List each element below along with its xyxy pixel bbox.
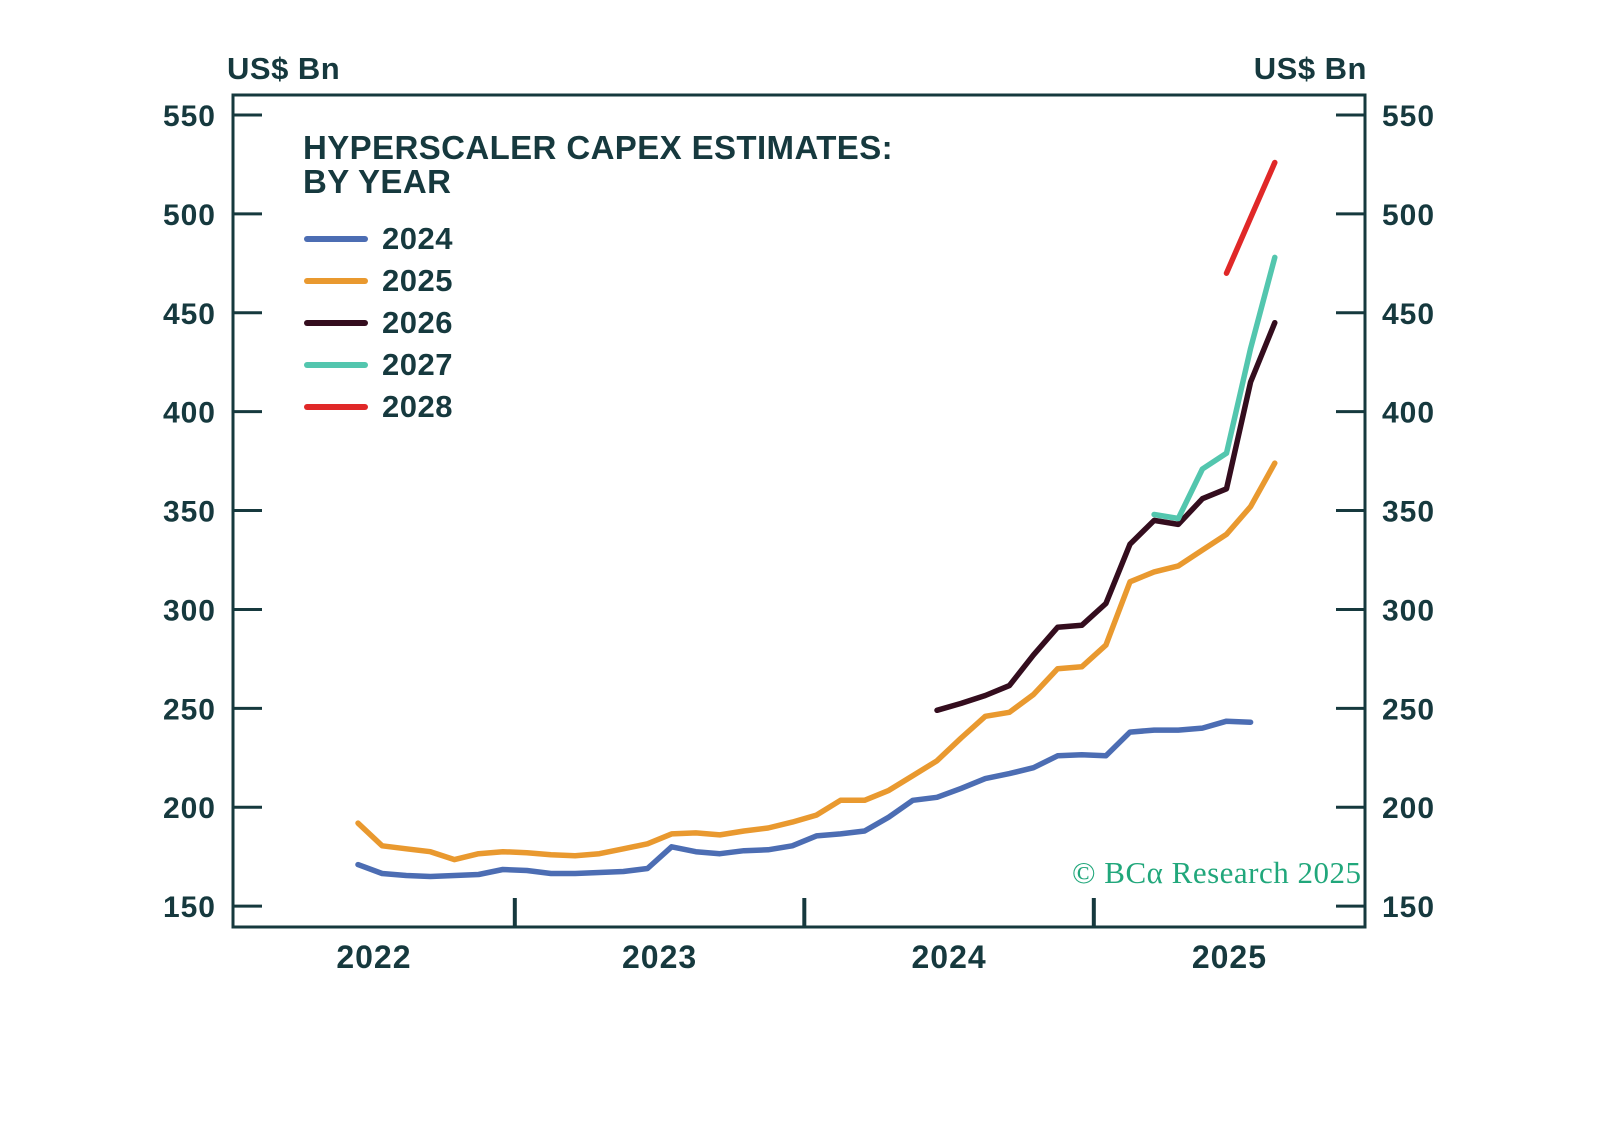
watermark-text: © BCα Research 2025 bbox=[1072, 855, 1362, 890]
legend-item-2026: 2026 bbox=[304, 302, 453, 344]
legend-label: 2025 bbox=[382, 263, 453, 298]
legend-item-2028: 2028 bbox=[304, 386, 453, 428]
legend-label: 2024 bbox=[382, 221, 453, 256]
y-tick-label-left: 500 bbox=[163, 199, 216, 232]
y-tick-label-left: 250 bbox=[163, 693, 216, 726]
legend: 2024 2025 2026 2027 2028 bbox=[304, 218, 453, 428]
y-tick-label-left: 400 bbox=[163, 397, 216, 430]
y-tick-label-left: 300 bbox=[163, 594, 216, 627]
series-line-2027 bbox=[1151, 254, 1278, 522]
legend-item-2025: 2025 bbox=[304, 260, 453, 302]
y-axis-unit-right: US$ Bn bbox=[1253, 51, 1367, 86]
y-tick-label-right: 400 bbox=[1382, 397, 1435, 430]
series-line-2026 bbox=[934, 319, 1278, 714]
y-tick-label-left: 550 bbox=[163, 100, 216, 133]
chart-title-line1: HYPERSCALER CAPEX ESTIMATES: bbox=[303, 129, 893, 166]
series-line-2024 bbox=[355, 718, 1254, 880]
chart-title-line2: BY YEAR bbox=[303, 163, 452, 200]
x-tick-label-2024: 2024 bbox=[911, 939, 986, 975]
y-axis-unit-left: US$ Bn bbox=[227, 51, 341, 86]
y-tick-label-right: 450 bbox=[1382, 298, 1435, 331]
legend-swatch-2027 bbox=[304, 362, 368, 368]
legend-item-2024: 2024 bbox=[304, 218, 453, 260]
series-line-2028 bbox=[1223, 159, 1278, 276]
legend-swatch-2026 bbox=[304, 320, 368, 326]
y-tick-label-right: 200 bbox=[1382, 792, 1435, 825]
y-tick-label-right: 150 bbox=[1382, 891, 1435, 924]
chart-title: HYPERSCALER CAPEX ESTIMATES: BY YEAR bbox=[303, 131, 893, 199]
y-tick-label-right: 350 bbox=[1382, 496, 1435, 529]
series-line-2025 bbox=[355, 460, 1278, 863]
y-tick-label-left: 200 bbox=[163, 792, 216, 825]
x-tick-label-2022: 2022 bbox=[336, 939, 411, 975]
y-tick-label-right: 300 bbox=[1382, 594, 1435, 627]
y-tick-label-right: 500 bbox=[1382, 199, 1435, 232]
legend-label: 2028 bbox=[382, 389, 453, 424]
y-tick-label-right: 250 bbox=[1382, 693, 1435, 726]
legend-swatch-2025 bbox=[304, 278, 368, 284]
x-tick-label-2023: 2023 bbox=[622, 939, 697, 975]
legend-label: 2026 bbox=[382, 305, 453, 340]
y-tick-label-right: 550 bbox=[1382, 100, 1435, 133]
legend-swatch-2028 bbox=[304, 404, 368, 410]
y-tick-label-left: 350 bbox=[163, 496, 216, 529]
x-tick-label-2025: 2025 bbox=[1192, 939, 1267, 975]
legend-item-2027: 2027 bbox=[304, 344, 453, 386]
legend-label: 2027 bbox=[382, 347, 453, 382]
legend-swatch-2024 bbox=[304, 236, 368, 242]
watermark: © BCα Research 2025 bbox=[1072, 855, 1362, 891]
y-tick-label-left: 450 bbox=[163, 298, 216, 331]
y-tick-label-left: 150 bbox=[163, 891, 216, 924]
